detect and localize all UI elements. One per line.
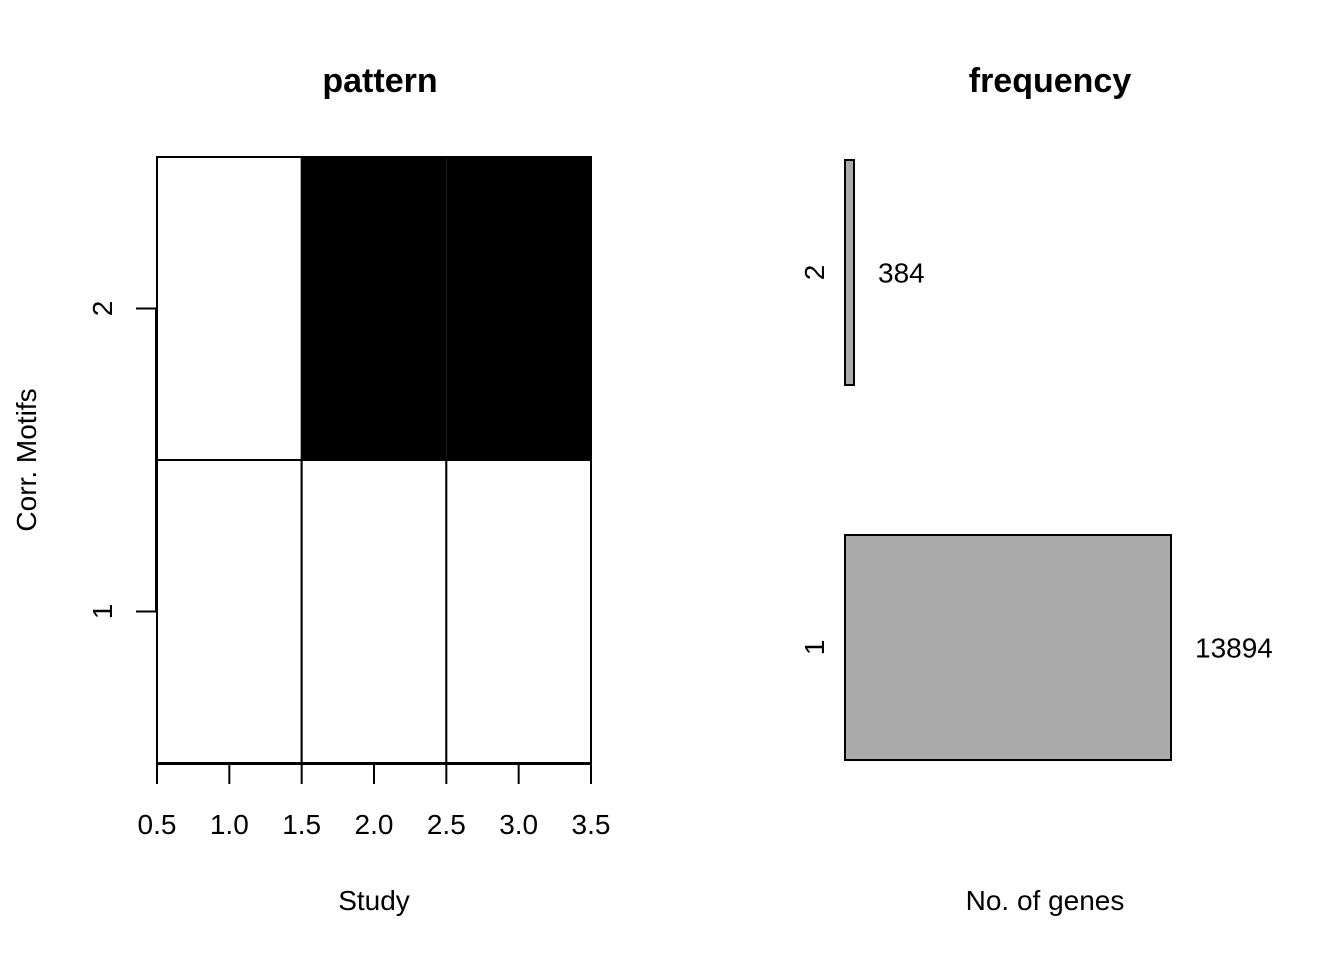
frequency-bars: 1 13894 2 384: [799, 159, 1273, 761]
frequency-category-label: 2: [799, 265, 830, 281]
pattern-title: pattern: [322, 62, 437, 100]
pattern-panel: pattern 0.5 1.0 1.5 2.0 2.5 3.0 3.5 12 Study C…: [11, 62, 610, 916]
pattern-x-label: Study: [338, 885, 410, 916]
pattern-x-tick-label: 2.0: [355, 809, 394, 840]
pattern-cell-motif1-study1: [156, 459, 303, 764]
pattern-x-tick-label: 2.5: [427, 809, 466, 840]
pattern-x-tick-label: 1.0: [210, 809, 249, 840]
frequency-bar-2: [844, 159, 856, 386]
frequency-value-label: 384: [878, 258, 925, 289]
pattern-y-tick-label: 2: [87, 301, 118, 317]
frequency-x-label: No. of genes: [966, 885, 1125, 916]
pattern-x-tick-label: 3.5: [572, 809, 611, 840]
pattern-cell-motif1-study2: [300, 459, 448, 764]
frequency-bar-1: [844, 534, 1172, 761]
pattern-x-axis: 0.5 1.0 1.5 2.0 2.5 3.0 3.5: [138, 763, 611, 840]
pattern-cell-motif2-study2: [301, 157, 447, 460]
pattern-x-tick-label: 1.5: [282, 809, 321, 840]
pattern-cells: [156, 156, 593, 764]
pattern-cell-motif1-study3: [445, 459, 593, 764]
pattern-cell-motif2-study1: [156, 156, 303, 461]
frequency-panel: frequency 1 13894 2 384 No. of genes: [799, 62, 1273, 916]
frequency-category-label: 1: [799, 640, 830, 656]
frequency-title: frequency: [969, 62, 1132, 100]
pattern-y-axis: 12: [87, 301, 157, 620]
frequency-value-label: 13894: [1195, 633, 1273, 664]
pattern-y-label: Corr. Motifs: [11, 388, 42, 531]
pattern-x-tick-label: 3.0: [499, 809, 538, 840]
pattern-y-tick-label: 1: [87, 604, 118, 620]
pattern-cell-motif2-study3: [446, 157, 591, 460]
pattern-x-tick-label: 0.5: [138, 809, 177, 840]
